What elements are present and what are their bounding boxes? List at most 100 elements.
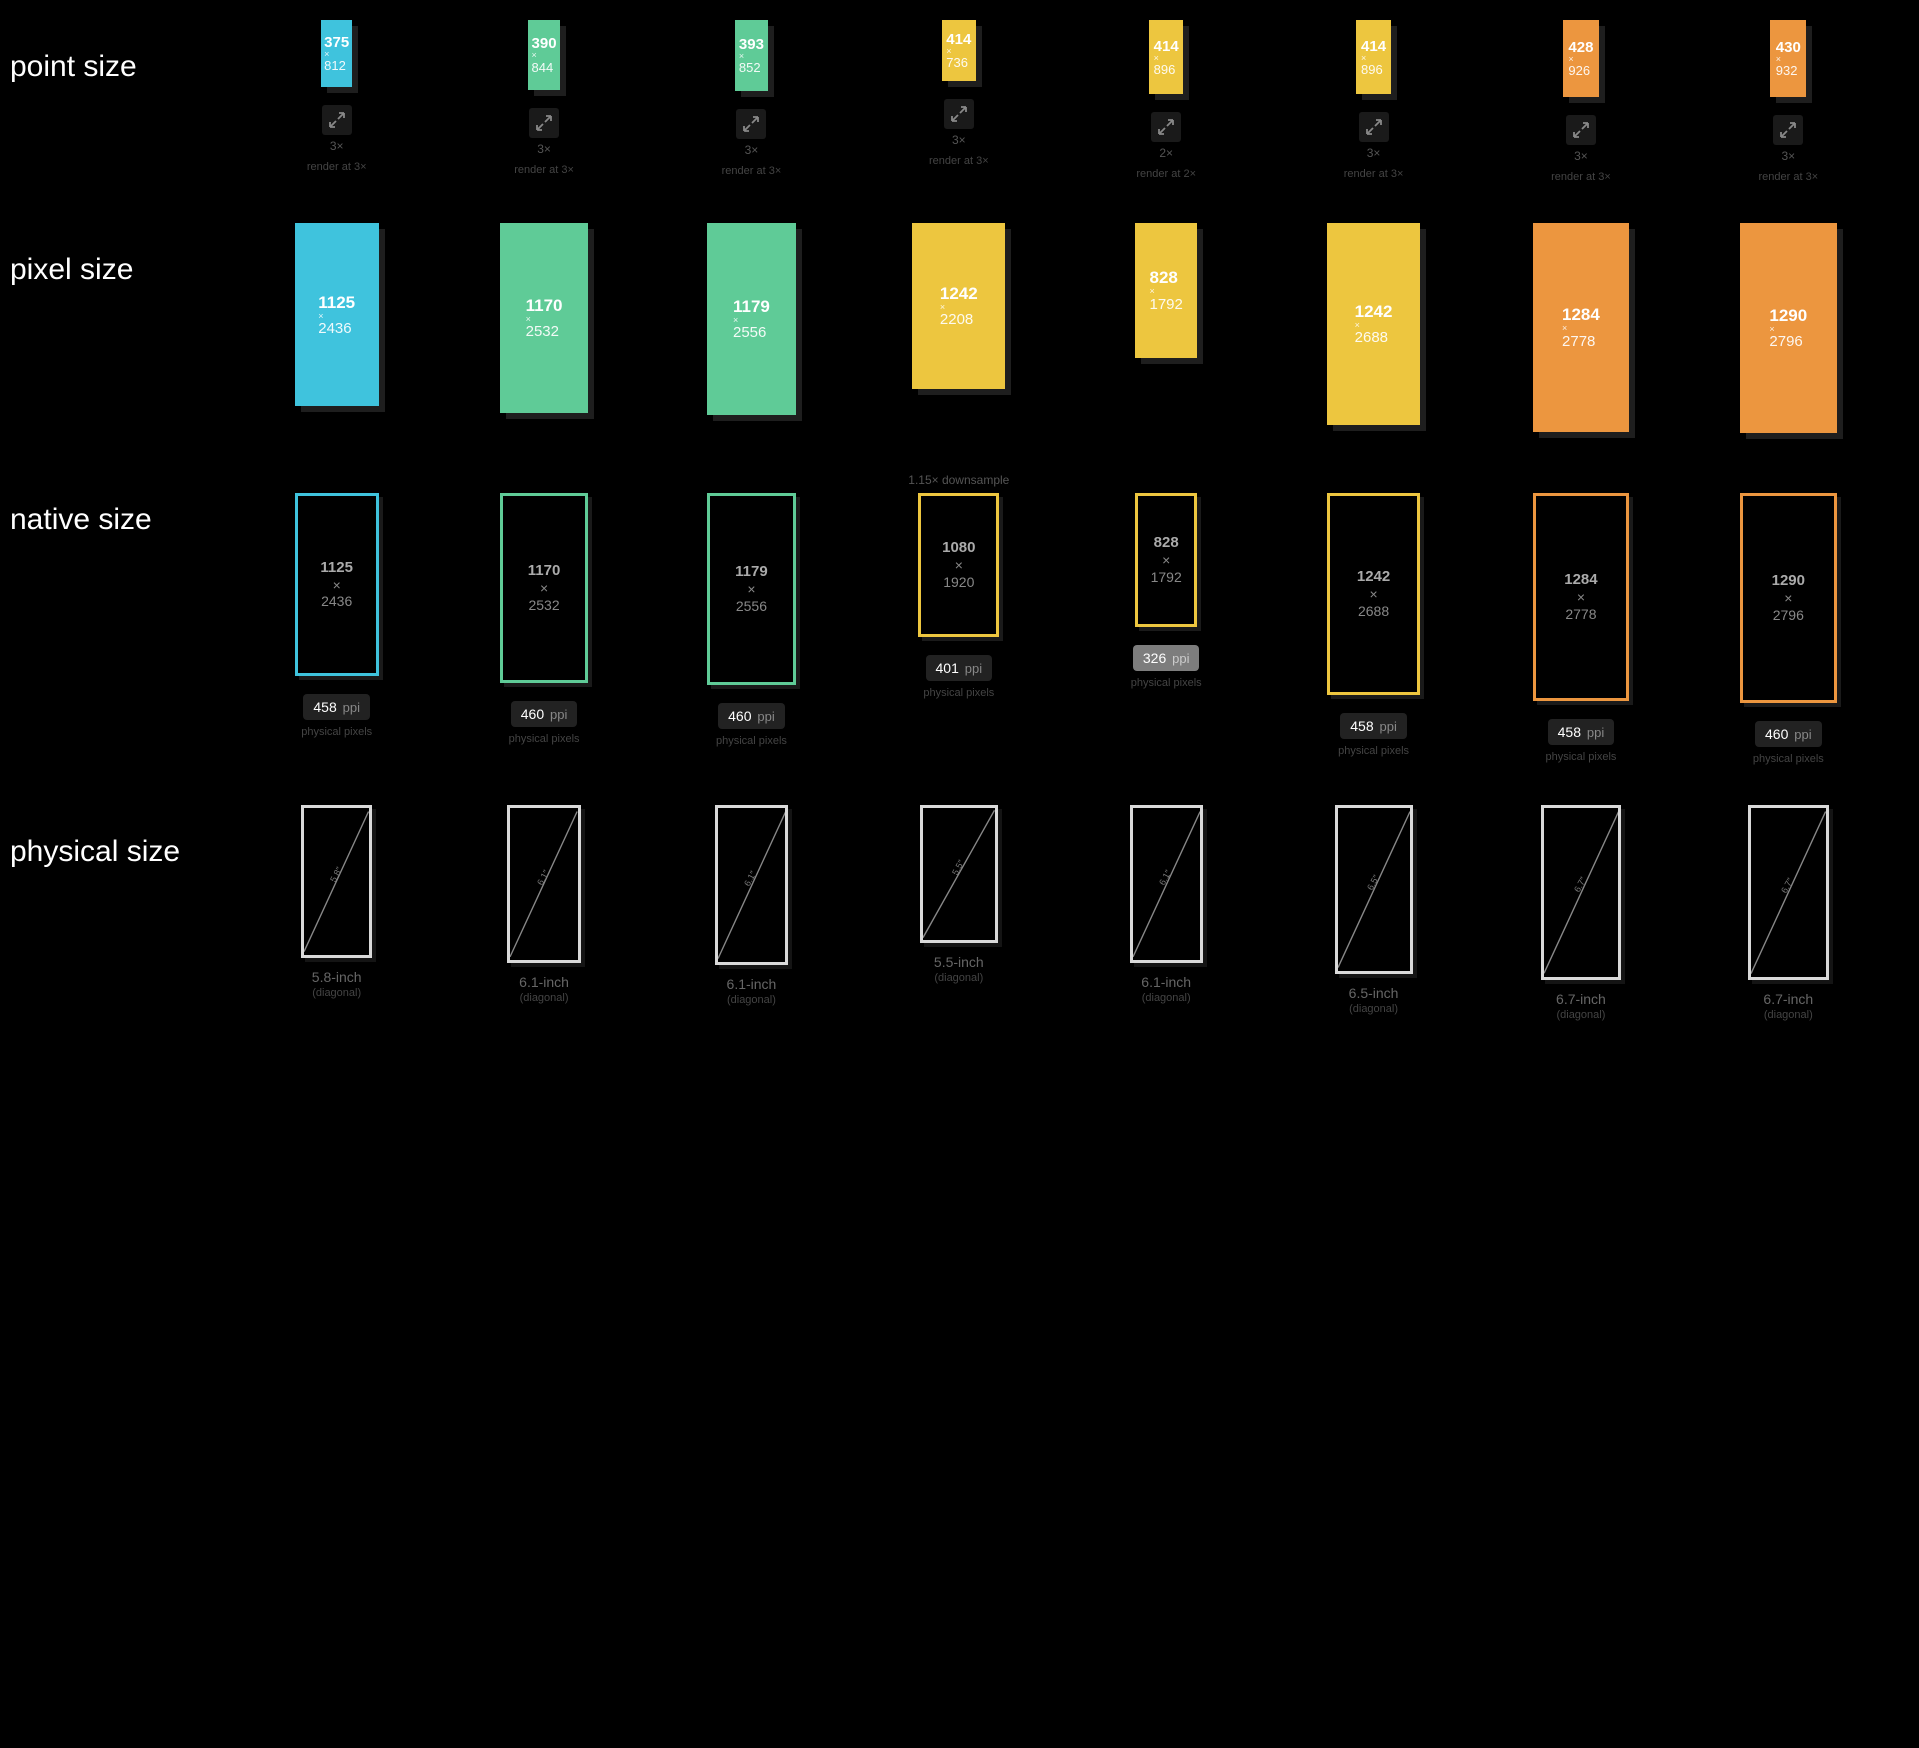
- physical-size-box: 6.1″: [1130, 805, 1203, 963]
- physical-label: 6.1-inch(diagonal): [519, 973, 569, 1005]
- native-dims: 828×1792: [1151, 534, 1182, 586]
- scale-block: 2× render at 2×: [1136, 112, 1196, 180]
- native-dims: 1284×2778: [1564, 571, 1597, 623]
- physical-pixels-label: physical pixels: [301, 726, 372, 738]
- device-col: 1242×2688: [1283, 223, 1464, 425]
- ppi-unit: ppi: [757, 709, 774, 724]
- scale-label: 3×: [952, 133, 966, 147]
- scale-icon: [736, 109, 766, 139]
- ppi-badge: 326 ppi: [1133, 645, 1200, 671]
- device-col: 1284×2778 458 ppi physical pixels: [1490, 473, 1671, 763]
- physical-pixels-label: physical pixels: [1545, 751, 1616, 763]
- device-col: 1170×2532 460 ppi physical pixels: [453, 473, 634, 745]
- ppi-unit: ppi: [1587, 725, 1604, 740]
- device-col: 390×8443×render at 3×: [453, 20, 634, 176]
- physical-label: 6.5-inch(diagonal): [1349, 984, 1399, 1016]
- ppi-value: 458: [313, 699, 336, 715]
- native-size-outline: 1170×2532: [500, 493, 588, 683]
- device-col: 393×8523×render at 3×: [661, 20, 842, 177]
- device-col: 6.7″ 6.7-inch(diagonal): [1490, 805, 1671, 1022]
- pixel-size-rect: 1290×2796: [1740, 223, 1837, 433]
- ppi-unit: ppi: [343, 700, 360, 715]
- pixel-size-rect: 1242×2208: [912, 223, 1005, 389]
- device-col: 1170×2532: [453, 223, 634, 413]
- physical-pixels-label: physical pixels: [1131, 677, 1202, 689]
- scale-label: 2×: [1159, 146, 1173, 160]
- device-col: 414×8962×render at 2×: [1076, 20, 1257, 180]
- ppi-badge: 460 ppi: [511, 701, 578, 727]
- physical-size-box: 6.7″: [1748, 805, 1829, 980]
- scale-block: 3× render at 3×: [1551, 115, 1611, 183]
- physical-size-box: 5.8″: [301, 805, 372, 958]
- ppi-badge: 458 ppi: [303, 694, 370, 720]
- point-size-rect: 414×896: [1356, 20, 1390, 94]
- native-size-outline: 1242×2688: [1327, 493, 1420, 695]
- physical-label: 6.1-inch(diagonal): [727, 975, 777, 1007]
- scale-icon: [529, 108, 559, 138]
- device-col: 428×9263×render at 3×: [1490, 20, 1671, 183]
- physical-size-box: 6.5″: [1335, 805, 1413, 974]
- native-dims: 1242×2688: [1357, 568, 1390, 620]
- ppi-badge: 460 ppi: [1755, 721, 1822, 747]
- scale-block: 3×render at 3×: [1759, 115, 1819, 183]
- ppi-value: 460: [728, 708, 751, 724]
- scale-label: 3×: [537, 142, 551, 156]
- device-col: 5.5″5.5-inch(diagonal): [868, 805, 1049, 985]
- scale-block: 3×render at 3×: [307, 105, 367, 173]
- physical-label: 6.7-inch(diagonal): [1556, 990, 1606, 1022]
- scale-label: 3×: [1574, 149, 1588, 163]
- device-col: 1179×2556 460 ppi physical pixels: [661, 473, 842, 747]
- physical-label: 5.8-inch(diagonal): [312, 968, 362, 1000]
- ppi-badge: 458 ppi: [1340, 713, 1407, 739]
- render-text: render at 2×: [1136, 168, 1196, 180]
- ppi-value: 401: [936, 660, 959, 676]
- point-size-rect: 430×932: [1770, 20, 1806, 97]
- pixel-size-rect: 1125×2436: [295, 223, 379, 406]
- native-dims: 1080×1920: [942, 539, 975, 591]
- ppi-unit: ppi: [1172, 651, 1189, 666]
- pixel-size-rect: 1179×2556: [707, 223, 795, 415]
- native-size-outline: 1179×2556: [707, 493, 795, 685]
- physical-pixels-label: physical pixels: [716, 735, 787, 747]
- scale-icon: [944, 99, 974, 129]
- device-col: 375×8123×render at 3×: [246, 20, 427, 173]
- physical-size-box: 6.1″: [715, 805, 789, 965]
- label-physical-size: physical size: [0, 805, 220, 869]
- scale-icon: [1359, 112, 1389, 142]
- native-dims: 1125×2436: [320, 559, 353, 611]
- native-size-outline: 1125×2436: [295, 493, 379, 676]
- render-text: render at 3×: [929, 155, 989, 167]
- pixel-size-rect: 1242×2688: [1327, 223, 1420, 425]
- physical-size-box: 6.7″: [1541, 805, 1622, 980]
- scale-label: 3×: [330, 139, 344, 153]
- device-col: 1290×2796: [1698, 223, 1879, 433]
- native-dims: 1170×2532: [528, 562, 561, 614]
- scale-block: 3× render at 3×: [514, 108, 574, 176]
- ppi-unit: ppi: [965, 661, 982, 676]
- label-native-size: native size: [0, 473, 220, 537]
- ppi-badge: 460 ppi: [718, 703, 785, 729]
- ppi-unit: ppi: [550, 707, 567, 722]
- ppi-badge: 458 ppi: [1548, 719, 1615, 745]
- scale-icon: [1151, 112, 1181, 142]
- device-col: 1284×2778: [1490, 223, 1671, 431]
- pixel-size-rect: 1170×2532: [500, 223, 588, 413]
- device-col: 1242×2208: [868, 223, 1049, 389]
- physical-label: 6.7-inch(diagonal): [1763, 990, 1813, 1022]
- label-point-size: point size: [0, 20, 220, 84]
- device-col: 430×932 3×render at 3×: [1698, 20, 1879, 183]
- render-text: render at 3×: [1759, 171, 1819, 183]
- device-col: 1242×2688458 ppiphysical pixels: [1283, 473, 1464, 757]
- downsample-label: 1.15× downsample: [908, 473, 1009, 487]
- render-text: render at 3×: [514, 164, 574, 176]
- device-col: 828×1792 326 ppi physical pixels: [1076, 473, 1257, 689]
- device-col: 6.7″ 6.7-inch(diagonal): [1698, 805, 1879, 1023]
- physical-pixels-label: physical pixels: [509, 733, 580, 745]
- native-dims: 1290×2796: [1772, 572, 1805, 624]
- device-col: 6.5″ 6.5-inch(diagonal): [1283, 805, 1464, 1017]
- native-size-outline: 1080×1920: [918, 493, 999, 637]
- device-col: 828×1792: [1076, 223, 1257, 357]
- ppi-unit: ppi: [1380, 719, 1397, 734]
- device-col: 1290×2796460 ppiphysical pixels: [1698, 473, 1879, 765]
- render-text: render at 3×: [1551, 171, 1611, 183]
